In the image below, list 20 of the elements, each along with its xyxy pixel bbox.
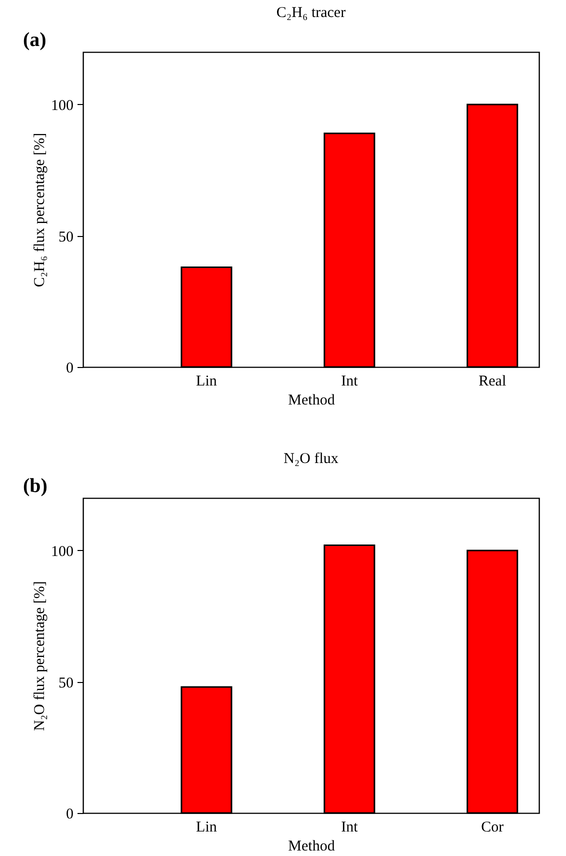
y-tick-label: 0 <box>66 806 74 822</box>
y-axis-title: C₂H₆ flux percentage [%] <box>32 132 48 288</box>
text: (b) <box>23 475 48 497</box>
chart-title: C₂H₆ tracer <box>276 5 346 21</box>
y-tick-label: 50 <box>58 229 74 246</box>
y-tick-label: 100 <box>51 544 74 560</box>
x-tick-label: Lin <box>196 374 218 390</box>
x-tick-label: Int <box>341 820 359 836</box>
x-tick-label: Int <box>341 374 359 390</box>
chart-title: N₂O flux <box>284 451 339 467</box>
text: (a) <box>23 29 46 51</box>
x-tick-label: Lin <box>196 820 218 836</box>
x-axis-title: Method <box>288 838 336 854</box>
x-tick-label: Real <box>478 374 506 390</box>
y-axis-title: N₂O flux percentage [%] <box>32 581 48 731</box>
x-axis-title: Method <box>288 392 336 408</box>
x-tick-label: Cor <box>481 820 504 836</box>
y-tick-label: 0 <box>66 360 74 376</box>
y-tick-label: 100 <box>51 98 74 114</box>
y-tick-label: 50 <box>58 675 74 692</box>
